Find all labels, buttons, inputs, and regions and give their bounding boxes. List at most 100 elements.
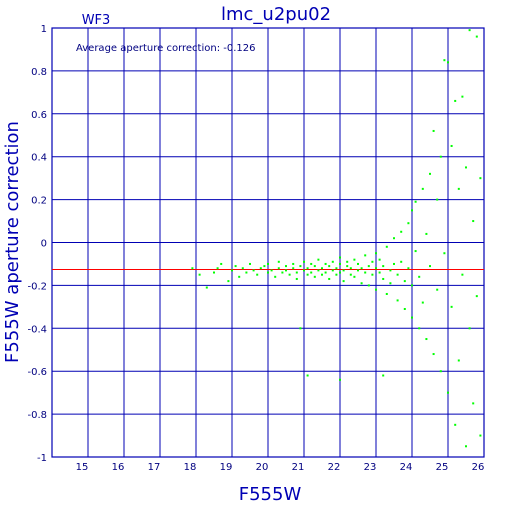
data-point (339, 271, 341, 274)
x-tick-label: 22 (328, 462, 341, 473)
data-point (414, 250, 417, 253)
x-tick-label: 17 (148, 462, 161, 473)
data-point (443, 252, 446, 255)
data-point (357, 269, 359, 272)
data-point (364, 254, 367, 257)
data-points (191, 29, 482, 448)
data-point (378, 258, 381, 261)
data-point (198, 273, 201, 276)
data-point (436, 288, 439, 291)
data-point (468, 29, 471, 32)
data-point (385, 292, 388, 295)
data-point (321, 267, 323, 270)
data-point (306, 273, 309, 276)
data-point (375, 267, 377, 270)
grid (51, 27, 485, 458)
x-tick-label: 20 (256, 462, 269, 473)
data-point (457, 187, 460, 190)
x-tick-label: 25 (436, 462, 449, 473)
data-point (439, 155, 442, 158)
x-tick-label: 19 (220, 462, 233, 473)
data-point (382, 277, 385, 280)
data-point (295, 271, 298, 274)
data-point (432, 129, 435, 132)
data-point (418, 275, 421, 278)
data-point (400, 230, 403, 233)
data-point (346, 260, 349, 263)
data-point (313, 265, 316, 268)
data-point (371, 273, 374, 276)
data-point (216, 267, 219, 270)
data-point (277, 260, 280, 263)
data-point (425, 338, 428, 341)
data-point (274, 275, 277, 278)
data-point (457, 359, 460, 362)
y-tick-label: 0.6 (31, 110, 47, 121)
data-point (357, 262, 359, 265)
data-point (407, 222, 410, 225)
data-point (310, 271, 313, 274)
y-axis-label: F555W aperture correction (2, 121, 23, 363)
data-point (479, 434, 482, 437)
data-point (396, 299, 399, 302)
data-point (342, 269, 345, 272)
data-point (256, 273, 259, 276)
x-tick-label: 23 (364, 462, 377, 473)
x-axis-label: F555W (239, 484, 302, 505)
data-point (281, 271, 284, 274)
data-point (331, 269, 334, 272)
data-point (429, 265, 431, 268)
data-point (328, 265, 331, 268)
data-point (353, 275, 356, 278)
x-tick-label: 15 (76, 462, 89, 473)
data-point (349, 273, 352, 276)
data-point (245, 271, 248, 274)
data-point (346, 265, 349, 268)
data-point (407, 267, 410, 270)
data-point (267, 271, 269, 274)
data-point (432, 353, 435, 356)
y-tick-label: 1 (41, 24, 47, 35)
data-point (367, 284, 370, 287)
data-point (447, 61, 449, 64)
data-point (450, 305, 453, 308)
data-point (454, 423, 457, 426)
x-tick-label: 26 (472, 462, 485, 473)
x-tick-label: 24 (400, 462, 413, 473)
data-point (465, 445, 467, 448)
data-point (421, 187, 424, 190)
data-point (382, 374, 385, 377)
x-tick-label: 16 (112, 462, 125, 473)
x-tick-label: 21 (292, 462, 305, 473)
y-tick-label: 0.4 (31, 153, 47, 164)
data-point (393, 262, 395, 265)
data-point (393, 237, 395, 240)
y-tick-label: -0.2 (27, 281, 47, 292)
data-point (270, 269, 273, 272)
data-point (364, 271, 367, 274)
data-point (375, 252, 377, 255)
data-point (231, 269, 233, 272)
data-point (425, 232, 428, 235)
y-tick-label: -0.6 (27, 367, 47, 378)
y-tick-label: 0.2 (31, 196, 47, 207)
data-point (375, 288, 377, 291)
data-point (324, 262, 327, 265)
data-point (339, 378, 341, 381)
data-point (306, 374, 309, 377)
data-point (317, 269, 320, 272)
data-point (252, 269, 255, 272)
data-point (328, 277, 331, 280)
data-point (382, 265, 385, 268)
y-tick-label: -0.8 (27, 410, 47, 421)
data-point (385, 245, 388, 248)
data-point (349, 267, 352, 270)
data-point (335, 273, 338, 276)
data-point (411, 316, 413, 319)
y-tick-label: 0.8 (31, 67, 47, 78)
data-point (303, 269, 305, 272)
data-point (220, 262, 223, 265)
data-point (227, 280, 230, 283)
tick-labels: 15 16 17 18 19 20 21 22 23 24 25 26 1 0.8 0.6 0.4 0.2 0 -0… (27, 24, 484, 473)
data-point (310, 262, 313, 265)
